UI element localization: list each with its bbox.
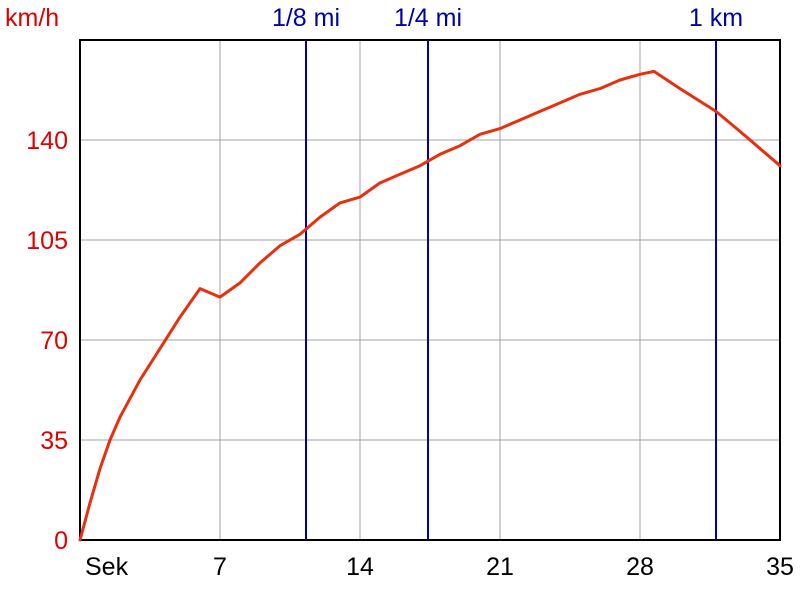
y-axis-label: km/h [5, 4, 59, 32]
grid [80, 40, 780, 540]
x-tick-label: Sek [85, 553, 129, 581]
distance-markers: 1/8 mi 1/4 mi 1 km [272, 4, 743, 540]
distance-marker-label: 1/8 mi [272, 4, 340, 32]
y-tick-label: 0 [54, 527, 68, 555]
y-tick-label: 35 [40, 427, 68, 455]
y-tick-label: 140 [26, 127, 68, 155]
speed-series-line [78, 69, 782, 542]
y-tick-label: 70 [40, 327, 68, 355]
distance-marker-label: 1 km [689, 4, 743, 32]
x-tick-label: 28 [626, 553, 654, 581]
series-layer [78, 69, 782, 542]
x-tick-label: 35 [766, 553, 794, 581]
x-tick-label: 7 [213, 553, 227, 581]
plot-frame [79, 39, 781, 541]
x-tick-label: 21 [486, 553, 514, 581]
y-tick-label: 105 [26, 227, 68, 255]
x-tick-label: 14 [346, 553, 374, 581]
distance-marker-label: 1/4 mi [394, 4, 462, 32]
tick-labels: Sek 7 14 21 28 35 0 35 70 105 140 [26, 127, 794, 581]
